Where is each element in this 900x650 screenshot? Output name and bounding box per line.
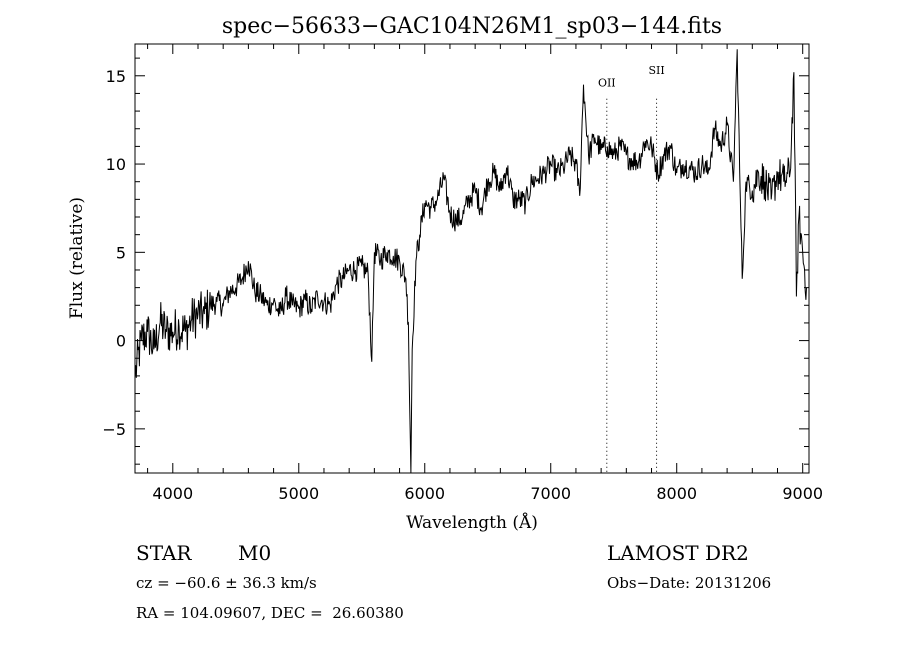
- redshift-text: cz = −60.6 ± 36.3 km/s: [136, 574, 317, 592]
- object-subclass: M0: [238, 541, 272, 565]
- x-tick-label: 7000: [530, 484, 571, 503]
- y-tick-label: −5: [102, 420, 126, 439]
- y-tick-label: 10: [106, 155, 126, 174]
- coordinates: RA = 104.09607, DEC = 26.60380: [136, 604, 404, 622]
- survey-name: LAMOST DR2: [607, 541, 749, 565]
- y-tick-label: 0: [116, 332, 126, 351]
- x-tick-label: 4000: [152, 484, 193, 503]
- plot-frame: [134, 43, 810, 474]
- flux-series-line: [134, 49, 807, 474]
- x-axis: 4000 5000 6000 7000 8000 9000: [147, 44, 823, 503]
- x-tick-label: 6000: [404, 484, 445, 503]
- y-tick-label: 15: [106, 67, 126, 86]
- spectral-line-label: OII: [598, 76, 616, 89]
- spectral-lines: OII SII: [598, 64, 665, 473]
- object-type: STAR: [136, 541, 192, 565]
- x-tick-label: 8000: [656, 484, 697, 503]
- y-tick-label: 5: [116, 243, 126, 262]
- x-tick-label: 5000: [278, 484, 319, 503]
- chart-title: spec−56633−GAC104N26M1_sp03−144.fits: [222, 14, 722, 39]
- obs-date: Obs−Date: 20131206: [607, 574, 772, 592]
- y-axis: −5 0 5 10 15: [102, 57, 809, 465]
- spectral-line-label: SII: [648, 64, 664, 77]
- x-axis-label: Wavelength (Å): [406, 512, 538, 533]
- x-tick-label: 9000: [782, 484, 823, 503]
- y-axis-label: Flux (relative): [67, 197, 87, 319]
